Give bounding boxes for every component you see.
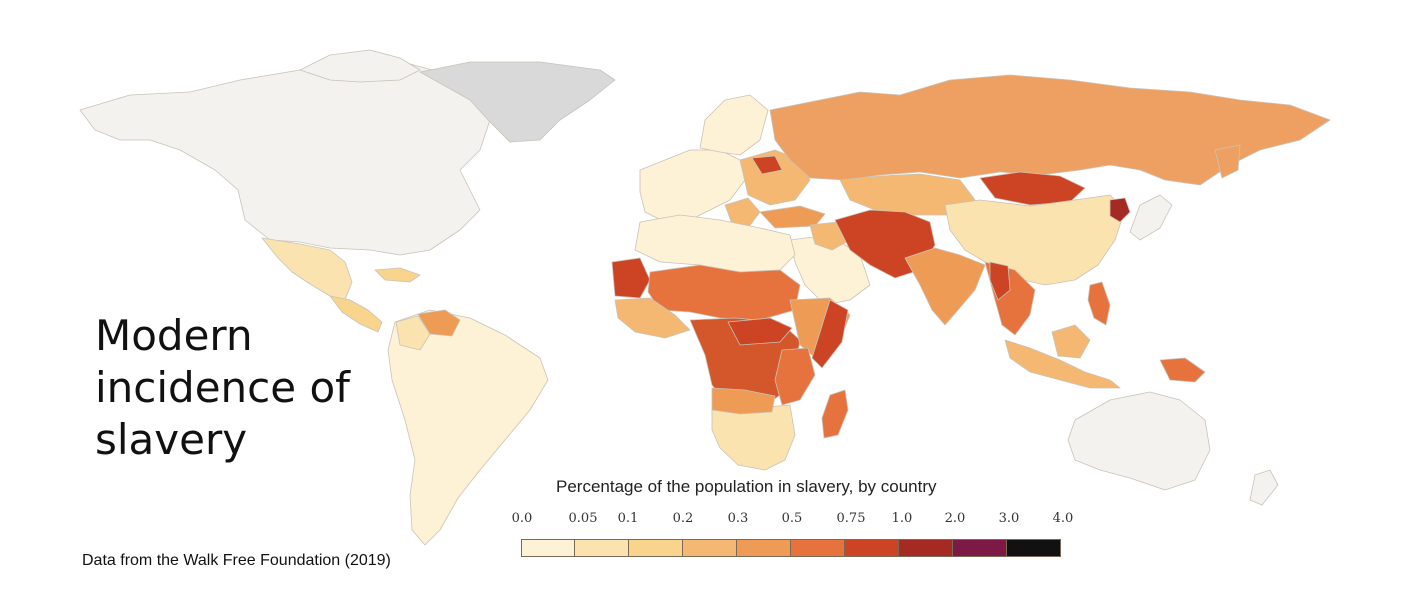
region-north-africa bbox=[634, 214, 796, 273]
legend-swatch bbox=[737, 539, 791, 557]
region-arctic-islands bbox=[299, 49, 421, 83]
legend-title: Percentage of the population in slavery,… bbox=[556, 477, 937, 496]
region-north-korea bbox=[1109, 197, 1131, 223]
map-title: Modern incidence of slavery bbox=[95, 311, 350, 464]
region-caribbean bbox=[374, 267, 421, 283]
region-turkey bbox=[759, 205, 826, 229]
region-russia bbox=[769, 74, 1331, 186]
legend-swatch bbox=[629, 539, 683, 557]
region-southern-africa bbox=[711, 404, 796, 471]
legend-tick: 0.0 bbox=[511, 511, 533, 526]
region-mauritania bbox=[611, 257, 651, 299]
region-greenland bbox=[419, 61, 616, 143]
legend-tick: 0.75 bbox=[836, 511, 866, 526]
legend-tick: 3.0 bbox=[998, 511, 1020, 526]
region-central-america bbox=[329, 295, 383, 333]
region-balkans bbox=[724, 197, 761, 229]
region-west-africa bbox=[614, 297, 691, 339]
data-source-note: Data from the Walk Free Foundation (2019… bbox=[82, 552, 391, 569]
region-north-america bbox=[79, 61, 491, 256]
legend-tick: 0.5 bbox=[781, 511, 803, 526]
legend-tick: 2.0 bbox=[944, 511, 966, 526]
legend-swatch bbox=[521, 539, 575, 557]
region-somalia bbox=[811, 299, 849, 369]
legend-tick: 0.2 bbox=[672, 511, 694, 526]
legend-tick: 0.05 bbox=[568, 511, 598, 526]
region-east-africa bbox=[774, 347, 816, 406]
region-india bbox=[904, 247, 986, 326]
region-madagascar bbox=[821, 389, 849, 439]
legend-swatch bbox=[953, 539, 1007, 557]
region-borneo bbox=[1051, 324, 1091, 359]
region-south-sudan-car bbox=[727, 317, 793, 346]
legend-color-bar bbox=[521, 539, 1061, 557]
region-papua-new-guinea bbox=[1159, 357, 1206, 383]
legend-swatch bbox=[683, 539, 737, 557]
region-mongolia bbox=[979, 171, 1086, 206]
region-indonesia bbox=[1004, 339, 1121, 389]
region-scandinavia bbox=[699, 94, 769, 156]
region-colombia bbox=[395, 315, 431, 351]
legend-swatch bbox=[575, 539, 629, 557]
region-australia bbox=[1067, 391, 1211, 491]
region-new-zealand bbox=[1249, 469, 1279, 506]
region-south-america bbox=[387, 309, 549, 546]
legend-tick: 0.1 bbox=[617, 511, 639, 526]
region-angola-zambia bbox=[711, 387, 776, 415]
legend-tick: 1.0 bbox=[891, 511, 913, 526]
region-belarus bbox=[751, 155, 783, 175]
region-kamchatka bbox=[1214, 144, 1241, 179]
region-japan bbox=[1129, 194, 1173, 241]
legend-tick: 4.0 bbox=[1052, 511, 1074, 526]
legend-swatch bbox=[791, 539, 845, 557]
legend-swatch bbox=[1007, 539, 1061, 557]
region-philippines bbox=[1087, 281, 1111, 326]
legend-tick: 0.3 bbox=[727, 511, 749, 526]
region-myanmar bbox=[989, 261, 1011, 301]
region-western-europe bbox=[639, 149, 746, 223]
legend-swatch bbox=[845, 539, 899, 557]
legend-swatch bbox=[899, 539, 953, 557]
